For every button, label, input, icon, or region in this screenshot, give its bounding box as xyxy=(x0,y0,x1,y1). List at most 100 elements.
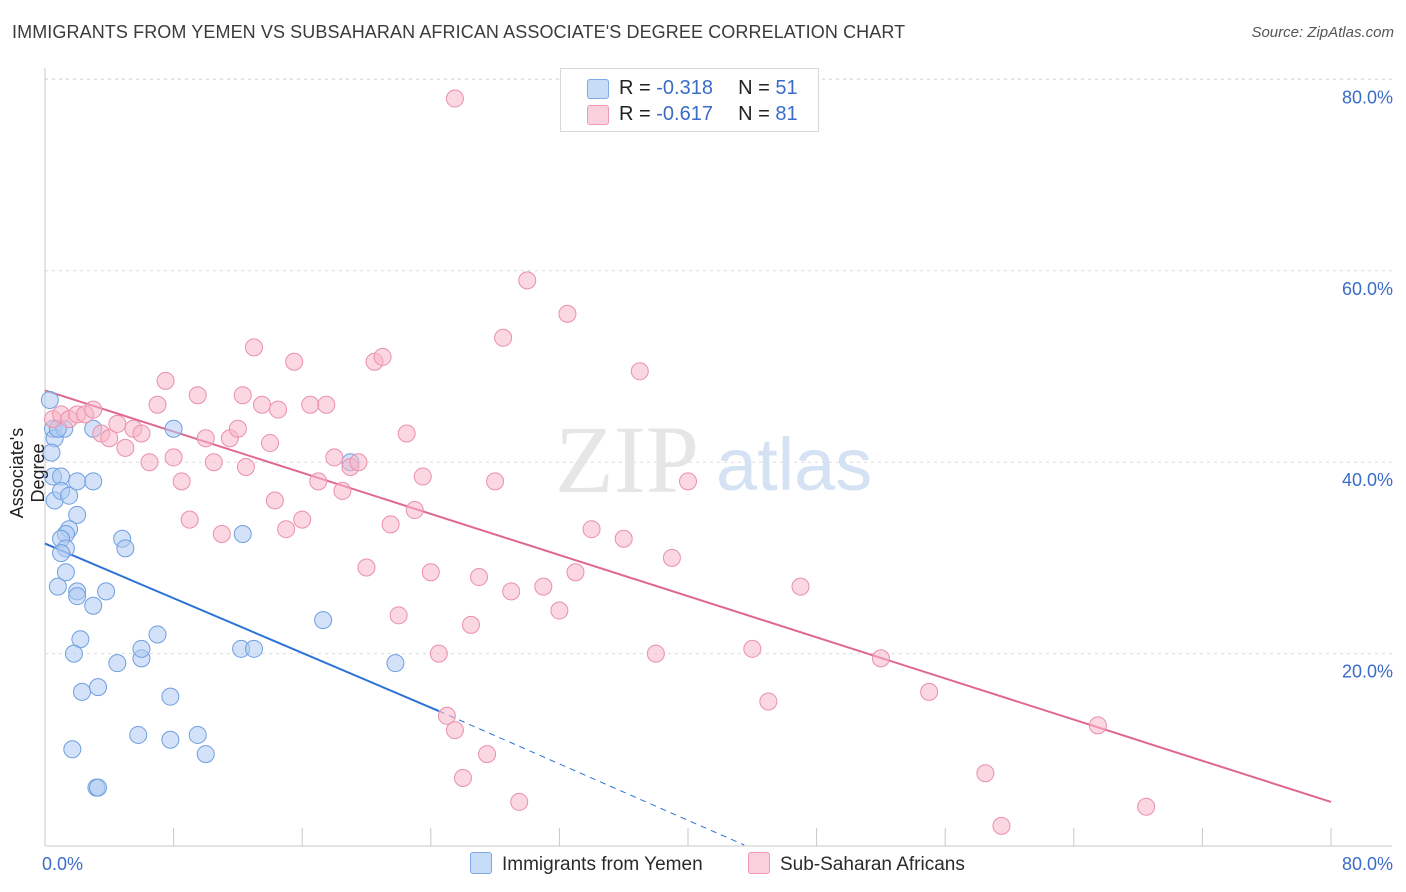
point-subsaharan xyxy=(148,395,167,414)
point-subsaharan xyxy=(265,491,284,510)
legend-swatch-yemen xyxy=(587,79,609,99)
point-yemen xyxy=(84,472,103,491)
point-subsaharan xyxy=(976,764,995,783)
point-yemen xyxy=(132,639,151,658)
watermark-zip: ZIP xyxy=(555,406,699,513)
data-points xyxy=(40,89,1156,835)
point-yemen xyxy=(161,730,180,749)
point-yemen xyxy=(64,644,83,663)
legend-r-label: R = xyxy=(619,77,657,99)
point-subsaharan xyxy=(156,371,175,390)
point-subsaharan xyxy=(1088,716,1107,735)
trend-line-yemen-extension xyxy=(438,710,745,846)
point-subsaharan xyxy=(233,386,252,405)
point-yemen xyxy=(244,639,263,658)
point-subsaharan xyxy=(196,429,215,448)
point-subsaharan xyxy=(84,400,103,419)
point-subsaharan xyxy=(646,644,665,663)
point-subsaharan xyxy=(992,816,1011,835)
point-subsaharan xyxy=(244,338,263,357)
point-yemen xyxy=(48,577,67,596)
y-tick-label: 60.0% xyxy=(1342,279,1393,299)
point-subsaharan xyxy=(486,472,505,491)
point-subsaharan xyxy=(357,558,376,577)
point-subsaharan xyxy=(132,424,151,443)
point-yemen xyxy=(63,740,82,759)
correlation-legend: R = -0.318 N = 51 R = -0.617 N = 81 xyxy=(560,68,819,132)
point-subsaharan xyxy=(228,419,247,438)
point-subsaharan xyxy=(349,453,368,472)
point-subsaharan xyxy=(381,515,400,534)
point-subsaharan xyxy=(478,745,497,764)
point-yemen xyxy=(188,725,207,744)
tick-labels: 20.0% 40.0% 60.0% 80.0% 0.0% 80.0% xyxy=(42,87,1393,874)
point-subsaharan xyxy=(108,414,127,433)
point-subsaharan xyxy=(325,448,344,467)
legend-n-value: 51 xyxy=(775,77,798,99)
point-yemen xyxy=(42,443,61,462)
point-subsaharan xyxy=(534,577,553,596)
point-subsaharan xyxy=(429,644,448,663)
point-yemen xyxy=(196,745,215,764)
point-subsaharan xyxy=(566,563,585,582)
watermark: ZIP atlas xyxy=(555,406,872,513)
point-subsaharan xyxy=(253,395,272,414)
trend-line-subsaharan xyxy=(44,389,1332,803)
point-subsaharan xyxy=(236,457,255,476)
bottom-legend-subsaharan: Sub-Saharan Africans xyxy=(748,852,965,876)
point-subsaharan xyxy=(920,682,939,701)
point-subsaharan xyxy=(333,481,352,500)
point-subsaharan xyxy=(140,453,159,472)
point-subsaharan xyxy=(445,89,464,108)
point-subsaharan xyxy=(502,582,521,601)
point-subsaharan xyxy=(461,615,480,634)
point-subsaharan xyxy=(759,692,778,711)
x-tick-label: 80.0% xyxy=(1342,854,1393,874)
point-subsaharan xyxy=(309,472,328,491)
point-yemen xyxy=(164,419,183,438)
y-tick-label: 20.0% xyxy=(1342,662,1393,682)
grid-lines xyxy=(45,78,1392,655)
point-subsaharan xyxy=(518,271,537,290)
point-subsaharan xyxy=(1137,797,1156,816)
point-yemen xyxy=(40,390,59,409)
point-yemen xyxy=(84,596,103,615)
point-yemen xyxy=(52,544,71,563)
legend-r-value: -0.318 xyxy=(656,77,713,99)
legend-n-label: N = xyxy=(738,103,776,125)
point-yemen xyxy=(233,524,252,543)
legend-swatch-subsaharan xyxy=(587,105,609,125)
bottom-legend-label-subsaharan: Sub-Saharan Africans xyxy=(780,854,965,875)
point-subsaharan xyxy=(301,395,320,414)
point-yemen xyxy=(68,472,87,491)
point-subsaharan xyxy=(116,438,135,457)
point-subsaharan xyxy=(397,424,416,443)
bottom-legend-swatch-yemen xyxy=(470,852,492,874)
point-yemen xyxy=(97,582,116,601)
point-yemen xyxy=(161,687,180,706)
point-subsaharan xyxy=(558,304,577,323)
point-subsaharan xyxy=(437,706,456,725)
point-subsaharan xyxy=(510,792,529,811)
chart-title: IMMIGRANTS FROM YEMEN VS SUBSAHARAN AFRI… xyxy=(12,22,906,42)
point-subsaharan xyxy=(445,721,464,740)
source-label: Source: ZipAtlas.com xyxy=(1251,24,1394,41)
legend-r-value: -0.617 xyxy=(656,103,713,125)
bottom-legend-yemen: Immigrants from Yemen xyxy=(470,852,703,876)
point-subsaharan xyxy=(317,395,336,414)
x-tick-label: 0.0% xyxy=(42,854,83,874)
point-subsaharan xyxy=(212,524,231,543)
watermark-atlas: atlas xyxy=(716,423,872,506)
bottom-legend-label-yemen: Immigrants from Yemen xyxy=(502,854,703,875)
point-subsaharan xyxy=(172,472,191,491)
trend-line-yemen xyxy=(44,542,440,712)
point-subsaharan xyxy=(582,520,601,539)
point-yemen xyxy=(129,725,148,744)
point-subsaharan xyxy=(494,328,513,347)
point-subsaharan xyxy=(470,568,489,587)
point-subsaharan xyxy=(679,472,697,491)
point-subsaharan xyxy=(269,400,288,419)
y-axis-label: Associate's Degree xyxy=(7,427,48,519)
point-subsaharan xyxy=(453,769,472,788)
